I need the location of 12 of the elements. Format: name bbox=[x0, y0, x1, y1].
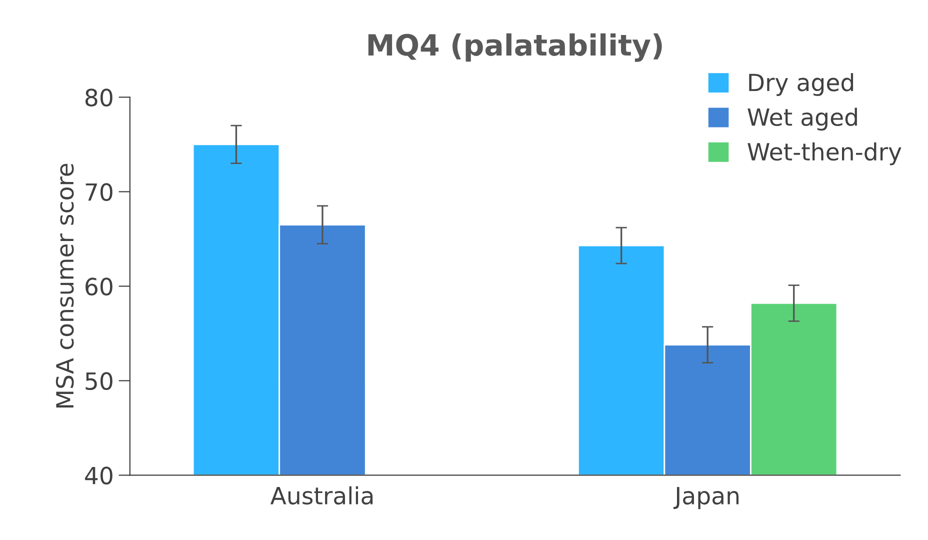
y-tick-label: 60 bbox=[86, 278, 112, 296]
legend-label: Dry aged bbox=[749, 73, 854, 96]
x-tick-label: Japan bbox=[673, 487, 739, 510]
chart-title: MQ4 (palatability) bbox=[368, 33, 662, 62]
y-tick-label: 50 bbox=[86, 372, 112, 390]
y-tick-label: 70 bbox=[86, 183, 112, 202]
y-tick-label: 40 bbox=[85, 466, 112, 485]
y-axis-title: MSA consumer score bbox=[56, 164, 74, 408]
y-tick-label: 80 bbox=[86, 88, 112, 107]
x-tick-label: Australia bbox=[270, 486, 373, 505]
legend-label: Wet aged bbox=[748, 108, 857, 131]
legend-label: Wet-then-dry bbox=[748, 142, 902, 166]
